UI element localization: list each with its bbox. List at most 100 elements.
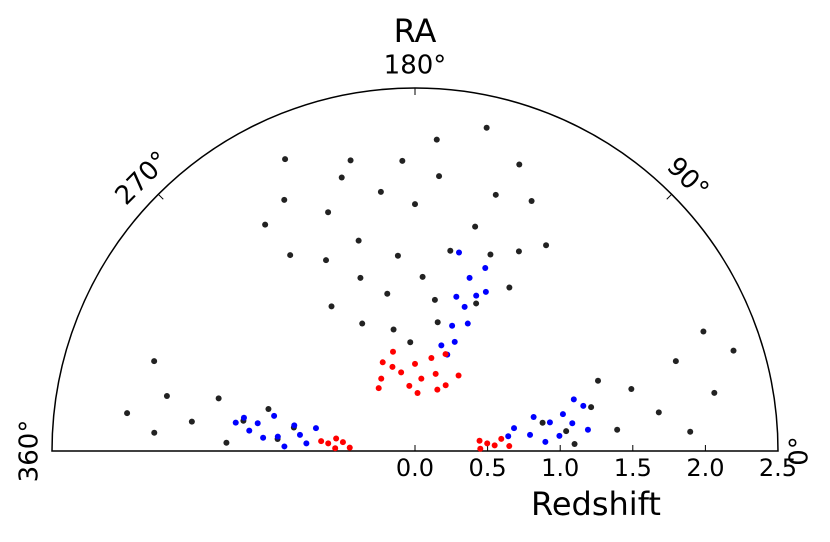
data-point: [332, 445, 339, 452]
data-point: [296, 431, 303, 438]
data-point: [378, 375, 385, 382]
x-tick: [157, 193, 164, 200]
x-tick: [666, 193, 673, 200]
data-point: [595, 377, 602, 384]
data-point: [124, 410, 131, 417]
data-point: [455, 249, 462, 256]
data-point: [527, 431, 534, 438]
data-point: [482, 288, 489, 295]
data-point: [506, 284, 513, 291]
data-point: [357, 274, 364, 281]
data-point: [588, 404, 595, 411]
data-point: [546, 419, 553, 426]
data-point: [303, 440, 310, 447]
data-point: [281, 196, 288, 203]
data-point: [449, 322, 456, 329]
y-tick-label: 1.5: [614, 454, 652, 482]
data-point: [483, 124, 490, 131]
data-point: [487, 251, 494, 258]
data-point: [655, 409, 662, 416]
data-point: [406, 382, 413, 389]
data-point: [442, 382, 449, 389]
data-point: [453, 293, 460, 300]
data-point: [539, 419, 546, 426]
data-point: [260, 434, 267, 441]
data-point: [506, 443, 513, 450]
data-point: [318, 438, 325, 445]
data-point: [328, 303, 335, 310]
data-point: [384, 290, 391, 297]
data-point: [312, 425, 319, 432]
data-point: [434, 386, 441, 393]
data-point: [377, 188, 384, 195]
y-tick-label: 0.5: [469, 454, 507, 482]
data-point: [466, 274, 473, 281]
data-point: [390, 348, 397, 355]
data-point: [287, 252, 294, 259]
plot-frame: [51, 87, 779, 452]
data-point: [414, 389, 421, 396]
data-point: [730, 347, 737, 354]
data-point: [516, 161, 523, 168]
x-tick-label: 180°: [384, 51, 447, 81]
data-point: [418, 375, 425, 382]
data-point: [515, 248, 522, 255]
data-point: [428, 355, 435, 362]
data-point: [265, 405, 272, 412]
data-point: [580, 402, 587, 409]
data-point: [419, 273, 426, 280]
data-point: [442, 351, 449, 358]
data-point: [455, 372, 462, 379]
data-point: [492, 191, 499, 198]
data-point: [511, 425, 518, 432]
data-point: [399, 157, 406, 164]
data-point: [151, 358, 158, 365]
data-point: [672, 358, 679, 365]
x-tick-label: 360°: [15, 420, 45, 483]
data-point: [151, 429, 158, 436]
data-point: [628, 385, 635, 392]
data-point: [563, 428, 570, 435]
data-point: [505, 433, 512, 440]
data-point: [434, 319, 441, 326]
y-tick-label: 2.0: [686, 454, 724, 482]
data-point: [433, 136, 440, 143]
data-point: [687, 428, 694, 435]
data-point: [447, 247, 454, 254]
data-point: [246, 427, 253, 434]
data-point: [375, 385, 382, 392]
data-point: [431, 296, 438, 303]
data-point: [281, 443, 288, 450]
data-point: [394, 252, 401, 259]
data-point: [412, 201, 418, 208]
data-point: [711, 389, 718, 396]
data-point: [614, 426, 621, 433]
data-point: [461, 303, 468, 310]
x-tick-label: 0°: [785, 436, 815, 466]
data-point: [347, 157, 354, 164]
data-point: [232, 419, 239, 426]
data-point: [325, 440, 332, 447]
data-point: [274, 433, 281, 440]
x-tick-label: 270°: [110, 146, 176, 212]
data-point: [473, 300, 480, 307]
chart-title: RA: [394, 12, 437, 50]
data-point: [477, 445, 484, 452]
data-point: [390, 326, 397, 333]
data-point: [163, 393, 170, 400]
data-point: [271, 412, 278, 419]
data-point: [438, 342, 445, 349]
data-point: [570, 396, 577, 403]
y-tick-label: 2.5: [759, 454, 797, 482]
data-point: [542, 438, 549, 445]
data-point: [571, 441, 578, 448]
data-point: [333, 435, 340, 442]
data-point: [528, 197, 535, 204]
data-point: [700, 328, 707, 335]
data-point: [464, 320, 471, 327]
data-point: [569, 420, 576, 427]
data-point: [223, 439, 230, 446]
data-point: [215, 395, 222, 402]
data-point: [556, 432, 563, 439]
